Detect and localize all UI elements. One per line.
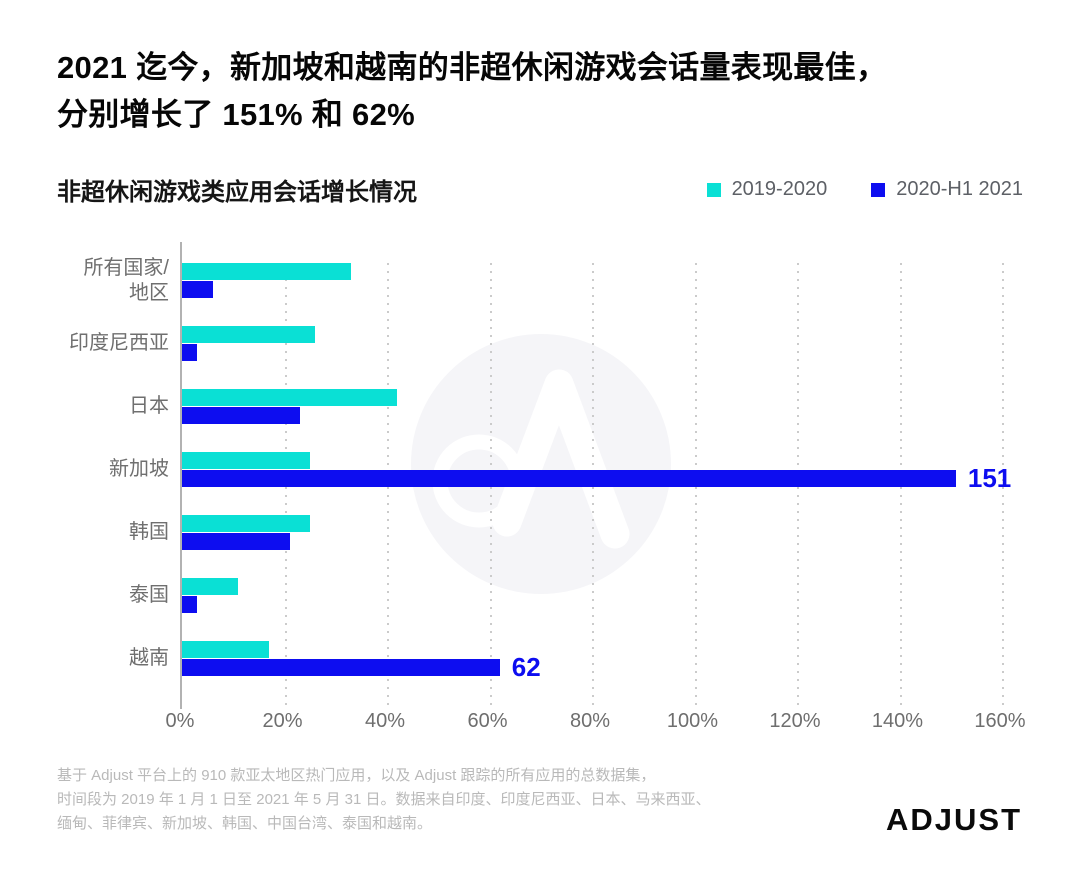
category-label: 日本 [129, 395, 169, 417]
y-axis-labels: 所有国家/地区印度尼西亚日本新加坡韩国泰国越南 [57, 242, 169, 688]
bar-2019-2020 [182, 578, 239, 595]
bar-group [182, 515, 1002, 550]
bar-line [182, 281, 1002, 298]
bar-2020-H1 2021 [182, 596, 198, 613]
x-axis-tick: 120% [769, 710, 821, 732]
gridline [1002, 263, 1004, 709]
headline-line-1: 2021 迄今，新加坡和越南的非超休闲游戏会话量表现最佳， [57, 50, 888, 85]
category-label: 韩国 [129, 521, 169, 543]
x-axis-tick: 40% [364, 710, 406, 732]
bar-2019-2020 [182, 263, 352, 280]
x-axis-tick: 0% [165, 710, 195, 732]
bar-line [182, 596, 1002, 613]
bar-2019-2020 [182, 389, 398, 406]
bar-2020-H1 2021 [182, 344, 198, 361]
x-axis-tick: 140% [871, 710, 924, 732]
bar-2019-2020 [182, 515, 311, 532]
category-label: 印度尼西亚 [69, 332, 169, 354]
category-label: 新加坡 [109, 458, 169, 480]
bar-line [182, 326, 1002, 343]
bar-line [182, 533, 1002, 550]
bar-2020-H1 2021 [182, 281, 213, 298]
chart-subtitle: 非超休闲游戏类应用会话增长情况 [57, 179, 417, 206]
bar-2020-H1 2021 [182, 533, 290, 550]
legend-item-2020-h1-2021: 2020-H1 2021 [871, 178, 1023, 201]
x-axis: 0% 20% 40% 60% 80% 100% 120% 140% 160% [166, 710, 1026, 736]
x-axis-tick: 60% [467, 710, 508, 732]
bar-group [182, 263, 1002, 298]
value-label: 151 [967, 463, 1012, 493]
bar-line: 62 [182, 652, 1002, 682]
chart-legend: 2019-2020 2020-H1 2021 [706, 178, 1023, 201]
plot-area: 151 62 [180, 242, 1011, 709]
bar-line [182, 263, 1002, 280]
bar-line: 151 [182, 465, 1011, 491]
category-label: 泰国 [129, 584, 169, 606]
footnote-line-3: 缅甸、菲律宾、新加坡、韩国、中国台湾、泰国和越南。 [57, 815, 433, 832]
legend-label: 2019-2020 [731, 178, 828, 200]
bar-line [182, 515, 1002, 532]
bar-group [182, 326, 1002, 361]
legend-swatch-teal-icon [706, 182, 721, 197]
bar-group [182, 389, 1002, 424]
legend-label: 2020-H1 2021 [896, 178, 1023, 200]
bar-line [182, 407, 1002, 424]
plot-inner: 151 62 [182, 263, 1011, 709]
legend-item-2019-2020: 2019-2020 [706, 178, 828, 201]
x-axis-tick: 80% [569, 710, 611, 732]
bar-chart: 所有国家/地区印度尼西亚日本新加坡韩国泰国越南 151 62 0% 20% 40% 60… [57, 242, 1026, 736]
bar-2019-2020 [182, 326, 316, 343]
bar-2020-H1 2021 [182, 470, 956, 487]
x-axis-tick: 160% [974, 710, 1026, 732]
footnote: 基于 Adjust 平台上的 910 款亚太地区热门应用，以及 Adjust 跟… [57, 764, 710, 836]
category-label: 所有国家/地区 [83, 256, 169, 304]
bar-group: 62 [182, 641, 1002, 682]
bar-2019-2020 [182, 452, 311, 469]
x-axis-tick: 100% [666, 710, 719, 732]
bar-group [182, 578, 1002, 613]
bar-line [182, 389, 1002, 406]
bar-group: 151 [182, 452, 1011, 491]
footnote-line-1: 基于 Adjust 平台上的 910 款亚太地区热门应用，以及 Adjust 跟… [57, 767, 656, 784]
adjust-logo: ADJUST [885, 802, 1022, 837]
bar-line [182, 452, 1002, 469]
bar-line [182, 641, 1002, 658]
footnote-line-2: 时间段为 2019 年 1 月 1 日至 2021 年 5 月 31 日。数据来… [57, 791, 711, 808]
bar-2020-H1 2021 [182, 659, 500, 676]
value-label: 62 [511, 652, 541, 682]
category-label: 越南 [129, 647, 169, 669]
x-axis-tick: 20% [262, 710, 303, 732]
bar-2020-H1 2021 [182, 407, 300, 424]
subtitle-row: 非超休闲游戏类应用会话增长情况 2019-2020 2020-H1 2021 [57, 172, 1023, 207]
legend-swatch-blue-icon [871, 182, 886, 197]
bar-2019-2020 [182, 641, 270, 658]
chart-headline: 2021 迄今，新加坡和越南的非超休闲游戏会话量表现最佳， 分别增长了 151%… [57, 44, 887, 138]
headline-line-2: 分别增长了 151% 和 62% [57, 97, 415, 132]
bar-line [182, 344, 1002, 361]
bar-line [182, 578, 1002, 595]
